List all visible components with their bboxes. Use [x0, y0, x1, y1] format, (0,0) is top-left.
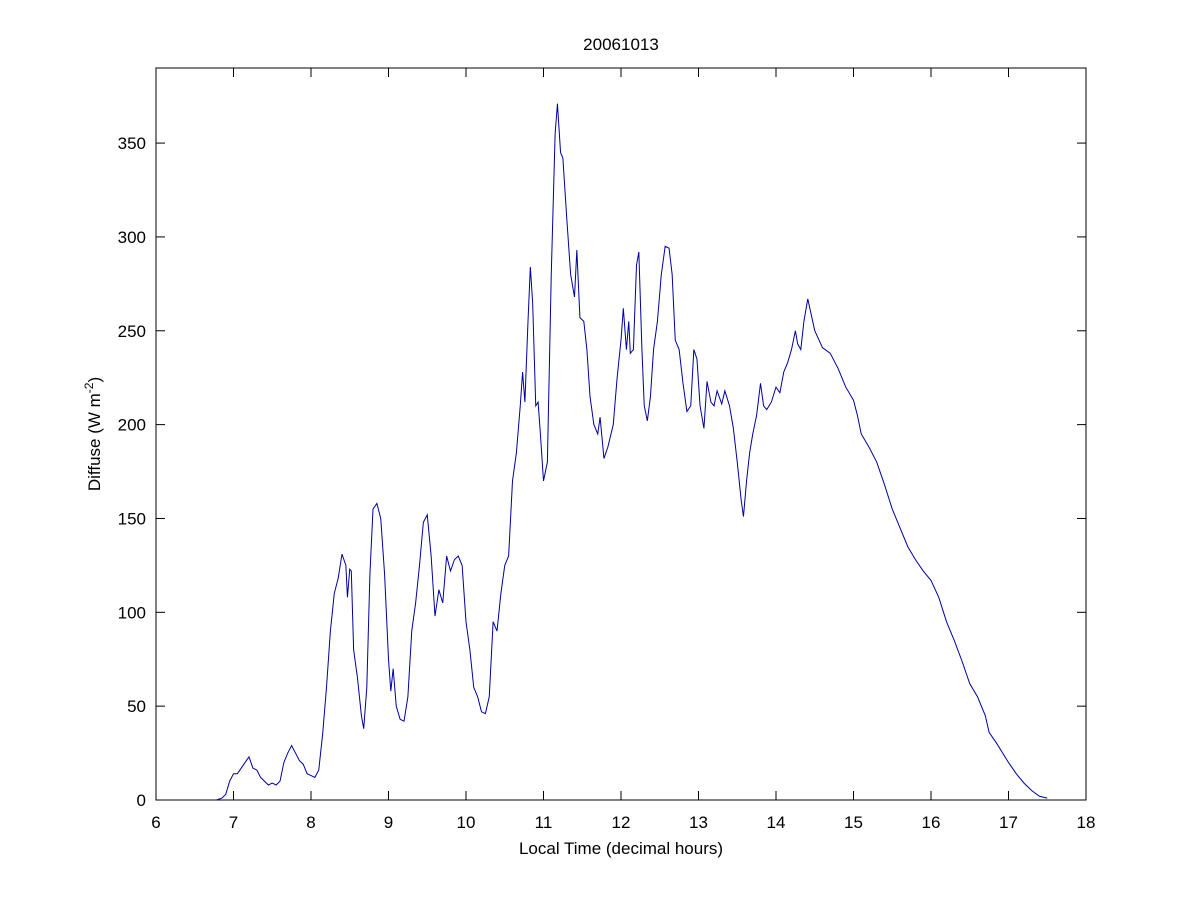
x-tick-label: 16 — [922, 813, 941, 832]
x-tick-label: 18 — [1077, 813, 1096, 832]
y-tick-label: 200 — [118, 416, 146, 435]
x-tick-label: 10 — [457, 813, 476, 832]
y-tick-label: 350 — [118, 134, 146, 153]
y-axis-label-text: Diffuse (W m — [85, 393, 104, 491]
x-axis-label: Local Time (decimal hours) — [519, 839, 723, 858]
y-tick-label: 150 — [118, 509, 146, 528]
y-tick-label: 50 — [127, 697, 146, 716]
y-tick-label: 100 — [118, 603, 146, 622]
x-tick-label: 8 — [306, 813, 315, 832]
x-tick-label: 12 — [612, 813, 631, 832]
y-tick-label: 250 — [118, 322, 146, 341]
y-tick-label: 0 — [137, 791, 146, 810]
x-tick-label: 7 — [229, 813, 238, 832]
y-axis-label-end: ) — [85, 377, 104, 383]
x-tick-label: 17 — [999, 813, 1018, 832]
data-line — [216, 103, 1048, 801]
x-tick-label: 13 — [689, 813, 708, 832]
x-tick-label: 11 — [535, 813, 553, 832]
x-tick-label: 14 — [767, 813, 786, 832]
y-tick-label: 300 — [118, 228, 146, 247]
y-axis-label: Diffuse (W m-2) — [82, 377, 104, 491]
x-tick-label: 6 — [151, 813, 160, 832]
chart-title: 20061013 — [583, 35, 659, 54]
x-tick-label: 9 — [384, 813, 393, 832]
x-tick-label: 15 — [844, 813, 863, 832]
y-axis-label-sup: -2 — [82, 382, 96, 393]
